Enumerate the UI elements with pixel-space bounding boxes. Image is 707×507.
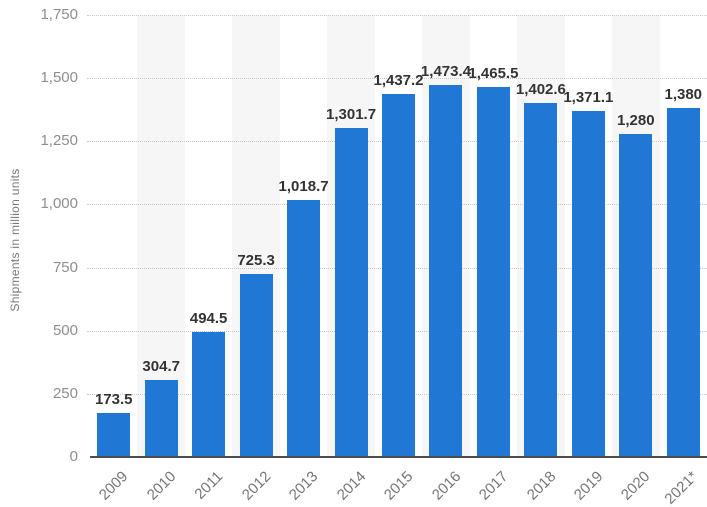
bar-value-label: 1,371.1 (563, 88, 614, 106)
bar-2012[interactable] (239, 273, 273, 457)
bar-value-label: 173.5 (94, 391, 133, 409)
y-tick-label: 250 (52, 384, 78, 402)
y-axis-title: Shipments in million units (8, 168, 22, 312)
x-category-label: 2021* (661, 468, 702, 507)
x-category-label: 2016 (428, 468, 464, 504)
x-category-label: 2009 (96, 468, 132, 504)
bar-value-label: 1,437.2 (373, 72, 424, 89)
bar-value-label: 1,380 (664, 86, 703, 104)
bar-value-label: 1,402.6 (515, 80, 566, 98)
x-category-label: 2020 (618, 468, 654, 504)
y-tick-label: 1,250 (40, 132, 78, 150)
bar-2009[interactable] (97, 413, 131, 457)
x-category-label: 2017 (475, 468, 512, 504)
gridline (87, 15, 707, 16)
x-category-label: 2015 (380, 468, 417, 504)
bar-2014[interactable] (334, 128, 368, 457)
y-tick-label: 1,750 (40, 6, 78, 23)
bar-value-label: 1,280 (617, 111, 655, 129)
x-category-label: 2012 (238, 468, 275, 504)
bar-value-label: 1,473.4 (420, 62, 471, 80)
y-tick-label: 0 (69, 448, 78, 465)
bar-2018[interactable] (524, 102, 558, 457)
bar-value-label: 494.5 (189, 310, 228, 328)
bar-2010[interactable] (144, 380, 178, 457)
bar-value-label: 304.7 (142, 358, 180, 376)
bar-2015[interactable] (382, 94, 415, 457)
x-category-label: 2011 (191, 468, 227, 503)
bar-value-label: 1,301.7 (326, 106, 377, 124)
gridline (87, 78, 707, 80)
y-tick-label: 1,000 (40, 195, 78, 213)
x-category-label: 2018 (523, 468, 559, 504)
plot-area: 173.5 304.7 494.5 725.3 1,018.7 1,301.7 1,437.… (87, 15, 707, 458)
bar-2017[interactable] (476, 86, 510, 457)
x-category-label: 2013 (285, 468, 322, 504)
x-axis-line (90, 456, 707, 458)
bar-value-label: 725.3 (237, 251, 275, 269)
y-tick-label: 1,500 (40, 69, 78, 87)
bar-2019[interactable] (571, 110, 605, 457)
bar-2013[interactable] (287, 199, 321, 457)
x-category-label: 2010 (143, 468, 180, 504)
x-category-label: 2014 (333, 468, 370, 504)
bar-value-label: 1,465.5 (468, 64, 519, 82)
bar-value-label: 1,018.7 (278, 177, 329, 195)
y-tick-label: 500 (52, 321, 78, 339)
bar-2021*[interactable] (666, 108, 700, 457)
x-category-label: 2019 (570, 468, 607, 504)
y-tick-label: 750 (52, 258, 78, 276)
bar-2016[interactable] (429, 84, 463, 457)
bar-2011[interactable] (192, 332, 226, 457)
bar-2020[interactable] (619, 133, 653, 457)
